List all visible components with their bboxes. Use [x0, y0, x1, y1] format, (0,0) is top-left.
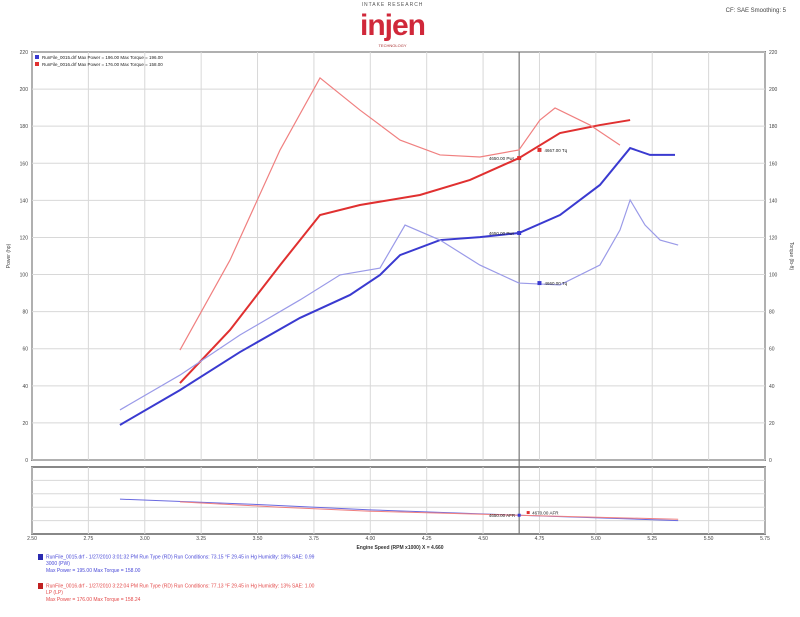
injen-logo: INTAKE RESEARCH injen TECHNOLOGY — [345, 2, 440, 50]
legend-swatch — [35, 55, 39, 59]
sub-cursor-marker — [517, 513, 521, 517]
run2-torque-line — [179, 77, 621, 351]
x-tick-label: 2.50 — [27, 536, 37, 542]
x-tick-label: 5.25 — [647, 536, 657, 542]
cursor-marker — [537, 147, 542, 152]
x-tick-label: 3.75 — [309, 536, 319, 542]
logo-tagline: INTAKE RESEARCH — [361, 2, 424, 8]
run2-note: LP (LP) — [46, 590, 63, 597]
run2-legend: RunFile_0016.drf - 1/27/2010 3:22:04 PM … — [38, 583, 314, 604]
run1-torque-line — [119, 198, 679, 411]
y-tick-label-right: 80 — [769, 310, 775, 316]
run1-swatch — [38, 554, 43, 560]
y-tick-label-left: 60 — [22, 347, 28, 353]
y-tick-label-right: 200 — [769, 87, 778, 93]
sub-cursor-readout: 4670.00 AFR — [532, 511, 559, 516]
y-tick-label-right: 20 — [769, 421, 775, 427]
y-tick-label-left: 40 — [22, 384, 28, 390]
run2-conditions: RunFile_0016.drf - 1/27/2010 3:22:04 PM … — [46, 583, 315, 590]
y-tick-label-right: 40 — [769, 384, 775, 390]
x-tick-label: 5.75 — [760, 536, 770, 542]
dyno-chart: 2.50 2.75 3.00 3.25 3.50 3.75 4.00 4.25 4.50 4.75… — [6, 50, 794, 551]
y-tick-label-right: 60 — [769, 347, 775, 353]
cursor-marker — [517, 231, 522, 236]
run2-sub-line — [179, 501, 679, 520]
y-tick-label-right: 180 — [769, 124, 778, 130]
cursor-marker — [517, 156, 522, 161]
x-tick-label: 2.75 — [84, 536, 94, 542]
x-tick-label: 5.00 — [591, 536, 601, 542]
y-tick-label-right: 160 — [769, 161, 778, 167]
cursor-marker — [537, 281, 542, 286]
x-tick-label: 4.75 — [535, 536, 545, 542]
legend-swatch — [35, 62, 39, 66]
legend-entry: RunFile_0015.drf Max Power = 196.00 Max … — [42, 55, 163, 60]
y-tick-label-left: 80 — [22, 310, 28, 316]
y-tick-label-right: 140 — [769, 198, 778, 204]
x-tick-label: 4.25 — [422, 536, 432, 542]
y-tick-label-left: 200 — [20, 87, 29, 93]
y-tick-label-left: 120 — [20, 235, 29, 241]
run2-max: Max Power = 176.00 Max Torque = 158.24 — [46, 597, 141, 604]
y-tick-label-left: 180 — [20, 124, 29, 130]
logo-word: injen — [359, 9, 426, 42]
sub-cursor-readout: 4650.00 AFR — [489, 513, 516, 518]
correction-info: CF: SAE Smoothing: 5 — [725, 8, 786, 14]
run1-max: Max Power = 195.00 Max Torque = 158.00 — [46, 568, 141, 575]
x-tick-label: 4.50 — [478, 536, 488, 542]
y-tick-label-left: 160 — [20, 161, 29, 167]
run1-conditions: RunFile_0015.drf - 1/27/2010 3:01:32 PM … — [46, 554, 315, 561]
sub-cursor-marker — [526, 511, 530, 515]
x-tick-label: 3.50 — [253, 536, 263, 542]
cursor-readout: 4660.00 Tq — [544, 281, 567, 286]
y-tick-label-left: 0 — [25, 458, 28, 464]
y-tick-label-right: 100 — [769, 273, 778, 279]
y-tick-label-right: 220 — [769, 50, 778, 56]
logo-subtitle: TECHNOLOGY — [378, 43, 407, 48]
x-axis-label: Engine Speed (RPM x1000) X = 4.660 — [356, 545, 443, 551]
y-tick-label-left: 220 — [20, 50, 29, 56]
y-tick-label-right: 120 — [769, 235, 778, 241]
x-tick-label: 3.25 — [196, 536, 206, 542]
x-tick-label: 3.00 — [140, 536, 150, 542]
run2-swatch — [38, 583, 43, 589]
legend-entry: RunFile_0016.drf Max Power = 176.00 Max … — [42, 62, 163, 67]
run1-legend: RunFile_0015.drf - 1/27/2010 3:01:32 PM … — [38, 554, 314, 575]
x-tick-label: 4.00 — [365, 536, 375, 542]
run1-note: 3000 (PW) — [46, 561, 70, 568]
cursor-readout: 4650.00 Pwr — [489, 231, 515, 236]
y-tick-label-left: 20 — [22, 421, 28, 427]
y-tick-label-left: 100 — [20, 273, 29, 279]
y-axis-label-right: Torque (lb-ft) — [788, 242, 794, 271]
x-tick-label: 5.50 — [704, 536, 714, 542]
y-axis-label-left: Power (hp) — [6, 243, 12, 268]
y-tick-label-left: 140 — [20, 198, 29, 204]
cursor-readout: 4667.00 Tq — [544, 148, 567, 153]
y-tick-label-right: 0 — [769, 458, 772, 464]
cursor-readout: 4650.00 Pwr — [489, 156, 515, 161]
run2-power-line — [179, 119, 631, 384]
